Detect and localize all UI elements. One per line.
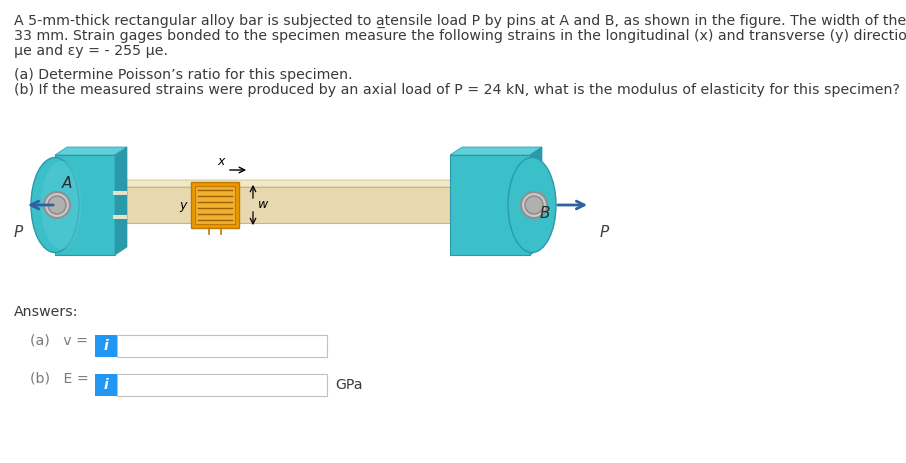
Text: P: P (14, 225, 23, 240)
FancyBboxPatch shape (450, 155, 530, 255)
Text: B: B (540, 206, 550, 220)
FancyBboxPatch shape (95, 335, 117, 357)
Ellipse shape (508, 157, 556, 252)
Text: A: A (62, 175, 72, 190)
Text: (b) If the measured strains were produced by an axial load of P = 24 kN, what is: (b) If the measured strains were produce… (14, 83, 900, 97)
Text: (a) Determine Poisson’s ratio for this specimen.: (a) Determine Poisson’s ratio for this s… (14, 68, 352, 82)
Text: i: i (103, 378, 109, 392)
FancyBboxPatch shape (95, 374, 117, 396)
Circle shape (48, 196, 66, 214)
FancyBboxPatch shape (117, 374, 327, 396)
Text: (a)   v =: (a) v = (30, 333, 88, 347)
Text: A 5-mm-thick rectangular alloy bar is subjected to a̲tensile load P by pins at A: A 5-mm-thick rectangular alloy bar is su… (14, 14, 906, 28)
Text: GPa: GPa (335, 378, 362, 392)
Text: μe and εy = - 255 μe.: μe and εy = - 255 μe. (14, 44, 168, 58)
FancyBboxPatch shape (105, 187, 500, 223)
Text: 33 mm. Strain gages bonded to the specimen measure the following strains in the : 33 mm. Strain gages bonded to the specim… (14, 29, 906, 43)
Text: i: i (103, 339, 109, 353)
Polygon shape (115, 147, 127, 255)
Text: P: P (600, 225, 609, 240)
Polygon shape (55, 147, 127, 155)
FancyBboxPatch shape (191, 182, 239, 228)
Polygon shape (105, 180, 512, 187)
Text: x: x (217, 155, 225, 168)
FancyBboxPatch shape (117, 335, 327, 357)
Circle shape (44, 192, 70, 218)
Circle shape (525, 196, 543, 214)
Polygon shape (530, 147, 542, 255)
FancyBboxPatch shape (55, 155, 115, 255)
Circle shape (521, 192, 547, 218)
Text: w: w (258, 199, 268, 212)
FancyBboxPatch shape (113, 191, 127, 195)
Polygon shape (450, 147, 542, 155)
FancyBboxPatch shape (195, 186, 235, 224)
Ellipse shape (31, 157, 79, 252)
Text: Answers:: Answers: (14, 305, 79, 319)
FancyBboxPatch shape (113, 215, 127, 219)
Ellipse shape (41, 161, 81, 249)
Text: y: y (179, 199, 187, 212)
Text: (b)   E =: (b) E = (30, 372, 89, 386)
